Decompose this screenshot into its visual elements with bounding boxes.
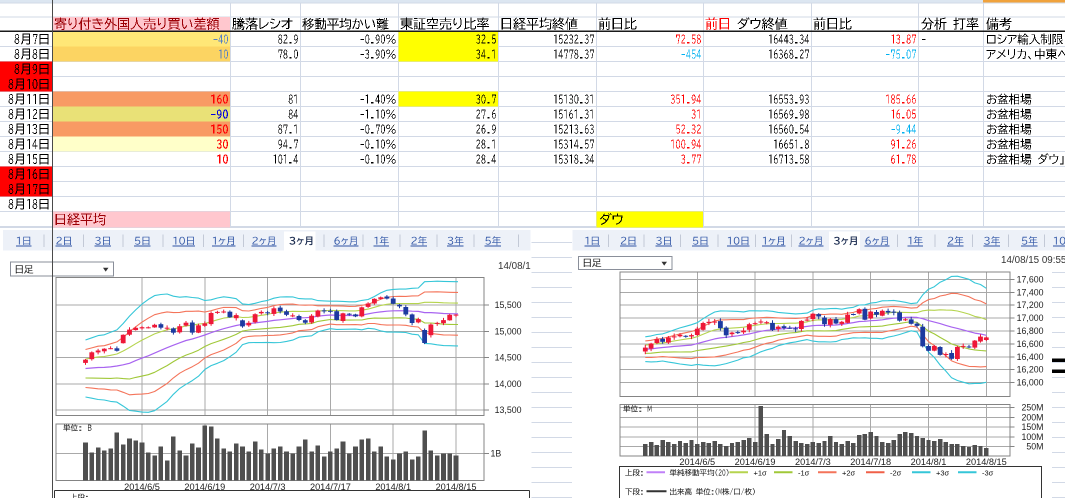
svg-text:200M: 200M [1021,412,1043,422]
svg-text:150M: 150M [1021,422,1043,432]
svg-text:2014/7/3: 2014/7/3 [795,457,831,467]
svg-text:15,500: 15,500 [495,300,522,310]
svg-text:2014/7/17: 2014/7/17 [310,482,351,492]
svg-text:17,200: 17,200 [1017,300,1044,310]
svg-text:13,500: 13,500 [495,405,522,415]
svg-text:2014/8/15: 2014/8/15 [436,482,477,492]
svg-text:-3σ: -3σ [982,468,994,477]
svg-text:14,000: 14,000 [495,379,522,389]
svg-text:17,600: 17,600 [1017,274,1044,284]
svg-text:+1σ: +1σ [754,468,768,477]
svg-text:14/08/15 09:55: 14/08/15 09:55 [1001,255,1065,266]
svg-text:14,500: 14,500 [495,353,522,363]
svg-text:250M: 250M [1021,403,1043,413]
svg-text:15,000: 15,000 [495,327,522,337]
svg-text:16,200: 16,200 [1017,365,1044,375]
svg-text:1B: 1B [491,449,502,459]
svg-text:17,000: 17,000 [1017,313,1044,323]
svg-text:+3σ: +3σ [936,468,950,477]
svg-text:2014/8/1: 2014/8/1 [375,482,411,492]
svg-text:2014/6/5: 2014/6/5 [679,457,715,467]
svg-text:2014/6/19: 2014/6/19 [184,482,225,492]
svg-text:+2σ: +2σ [842,468,856,477]
svg-text:16,000: 16,000 [1017,378,1044,388]
svg-text:2014/7/18: 2014/7/18 [850,457,891,467]
svg-text:14/08/15: 14/08/15 [498,261,537,272]
svg-text:16,800: 16,800 [1017,326,1044,336]
svg-text:-2σ: -2σ [890,468,902,477]
svg-text:16,400: 16,400 [1017,352,1044,362]
svg-text:17,400: 17,400 [1017,287,1044,297]
svg-text:2014/7/3: 2014/7/3 [250,482,286,492]
svg-text:50M: 50M [1026,442,1043,452]
svg-text:2014/8/15: 2014/8/15 [966,457,1007,467]
svg-text:-1σ: -1σ [798,468,810,477]
svg-text:2014/8/1: 2014/8/1 [911,457,947,467]
svg-text:100M: 100M [1021,432,1043,442]
svg-text:16,600: 16,600 [1017,339,1044,349]
svg-text:2014/6/19: 2014/6/19 [735,457,776,467]
svg-text:2014/6/5: 2014/6/5 [124,482,160,492]
